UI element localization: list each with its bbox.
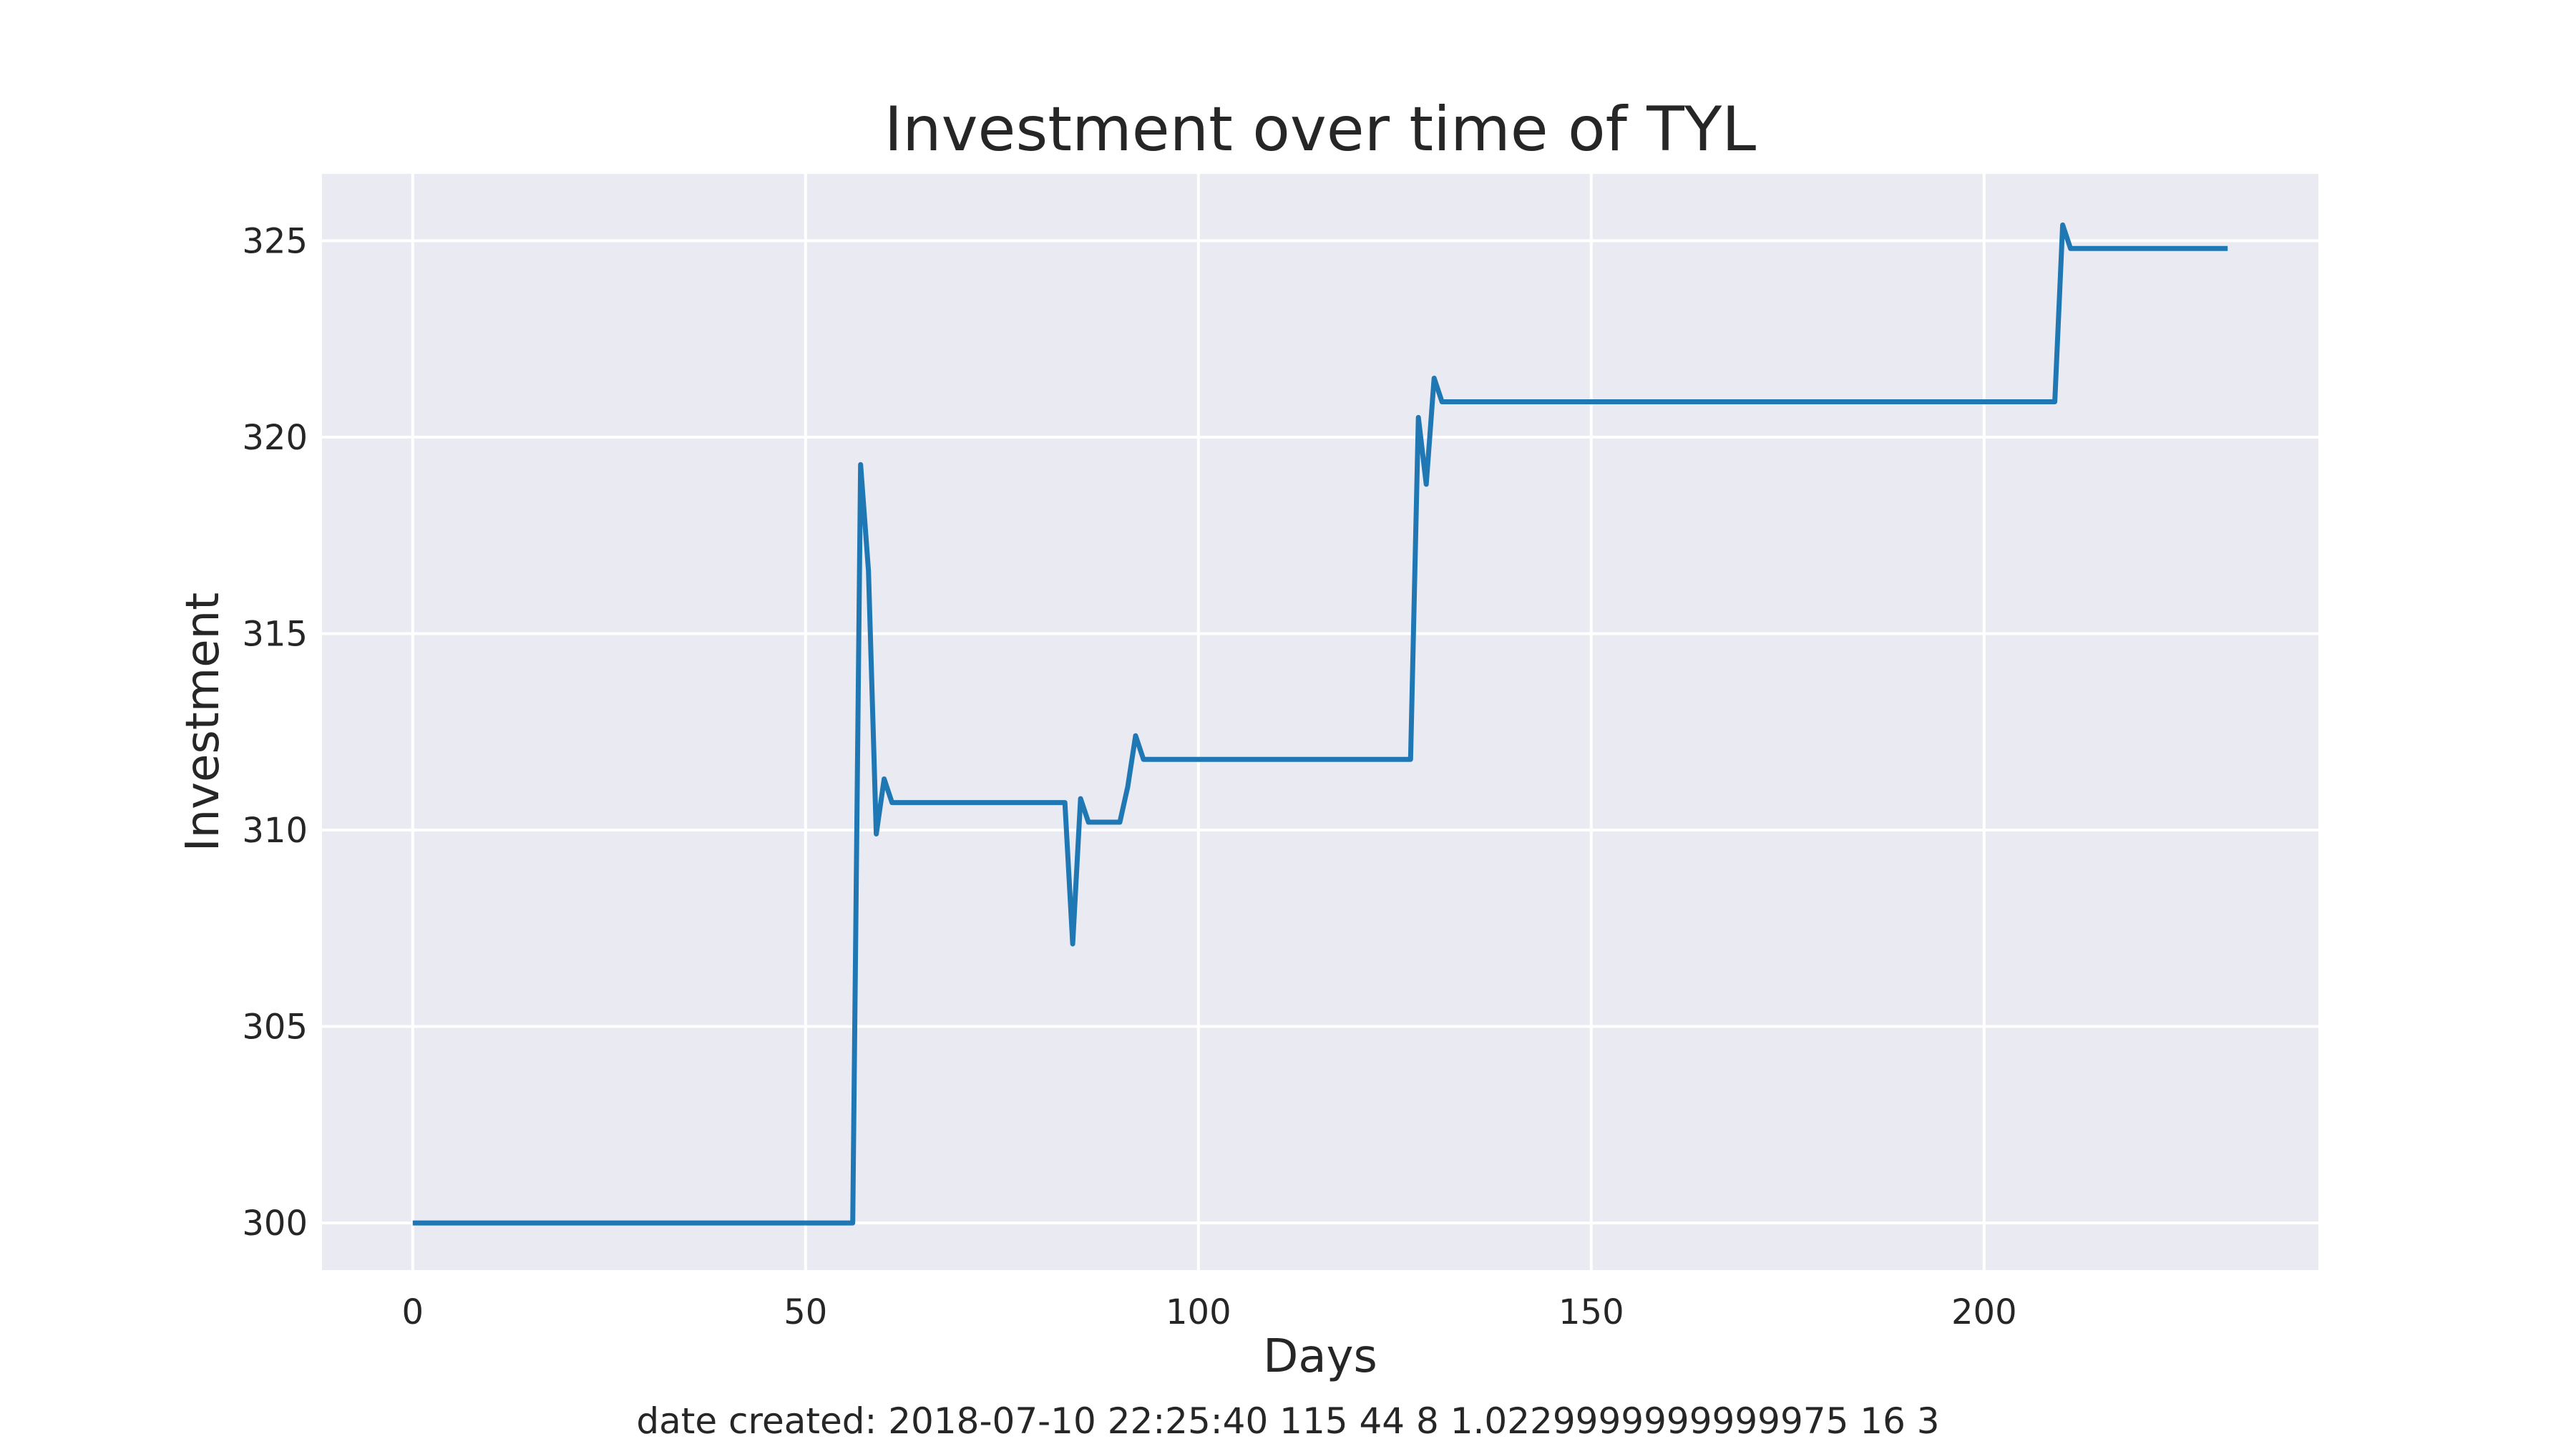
plot-background bbox=[322, 174, 2318, 1270]
y-axis-label: Investment bbox=[177, 592, 230, 852]
x-axis-label: Days bbox=[1263, 1330, 1377, 1383]
y-tick-label: 315 bbox=[242, 614, 308, 654]
y-tick-label: 325 bbox=[242, 221, 308, 261]
x-tick-label: 200 bbox=[1951, 1292, 2017, 1332]
y-tick-label: 305 bbox=[242, 1008, 308, 1048]
series-lines bbox=[412, 222, 2228, 1226]
x-tick-label: 0 bbox=[402, 1292, 424, 1332]
chart-title: Investment over time of TYL bbox=[884, 94, 1756, 165]
series-line bbox=[412, 222, 2228, 1226]
x-tick-label: 100 bbox=[1166, 1292, 1231, 1332]
y-tick-label: 310 bbox=[242, 811, 308, 851]
x-tick-label: 150 bbox=[1558, 1292, 1624, 1332]
x-tick-labels: 0 50 100 150 200 bbox=[402, 1292, 2017, 1332]
y-tick-label: 320 bbox=[242, 418, 308, 458]
y-tick-label: 300 bbox=[242, 1204, 308, 1244]
footer-date-created: date created: 2018-07-10 22:25:40 115 44… bbox=[636, 1400, 1939, 1442]
y-tick-labels: 300 305 310 315 320 325 bbox=[242, 221, 308, 1244]
x-tick-label: 50 bbox=[784, 1292, 827, 1332]
